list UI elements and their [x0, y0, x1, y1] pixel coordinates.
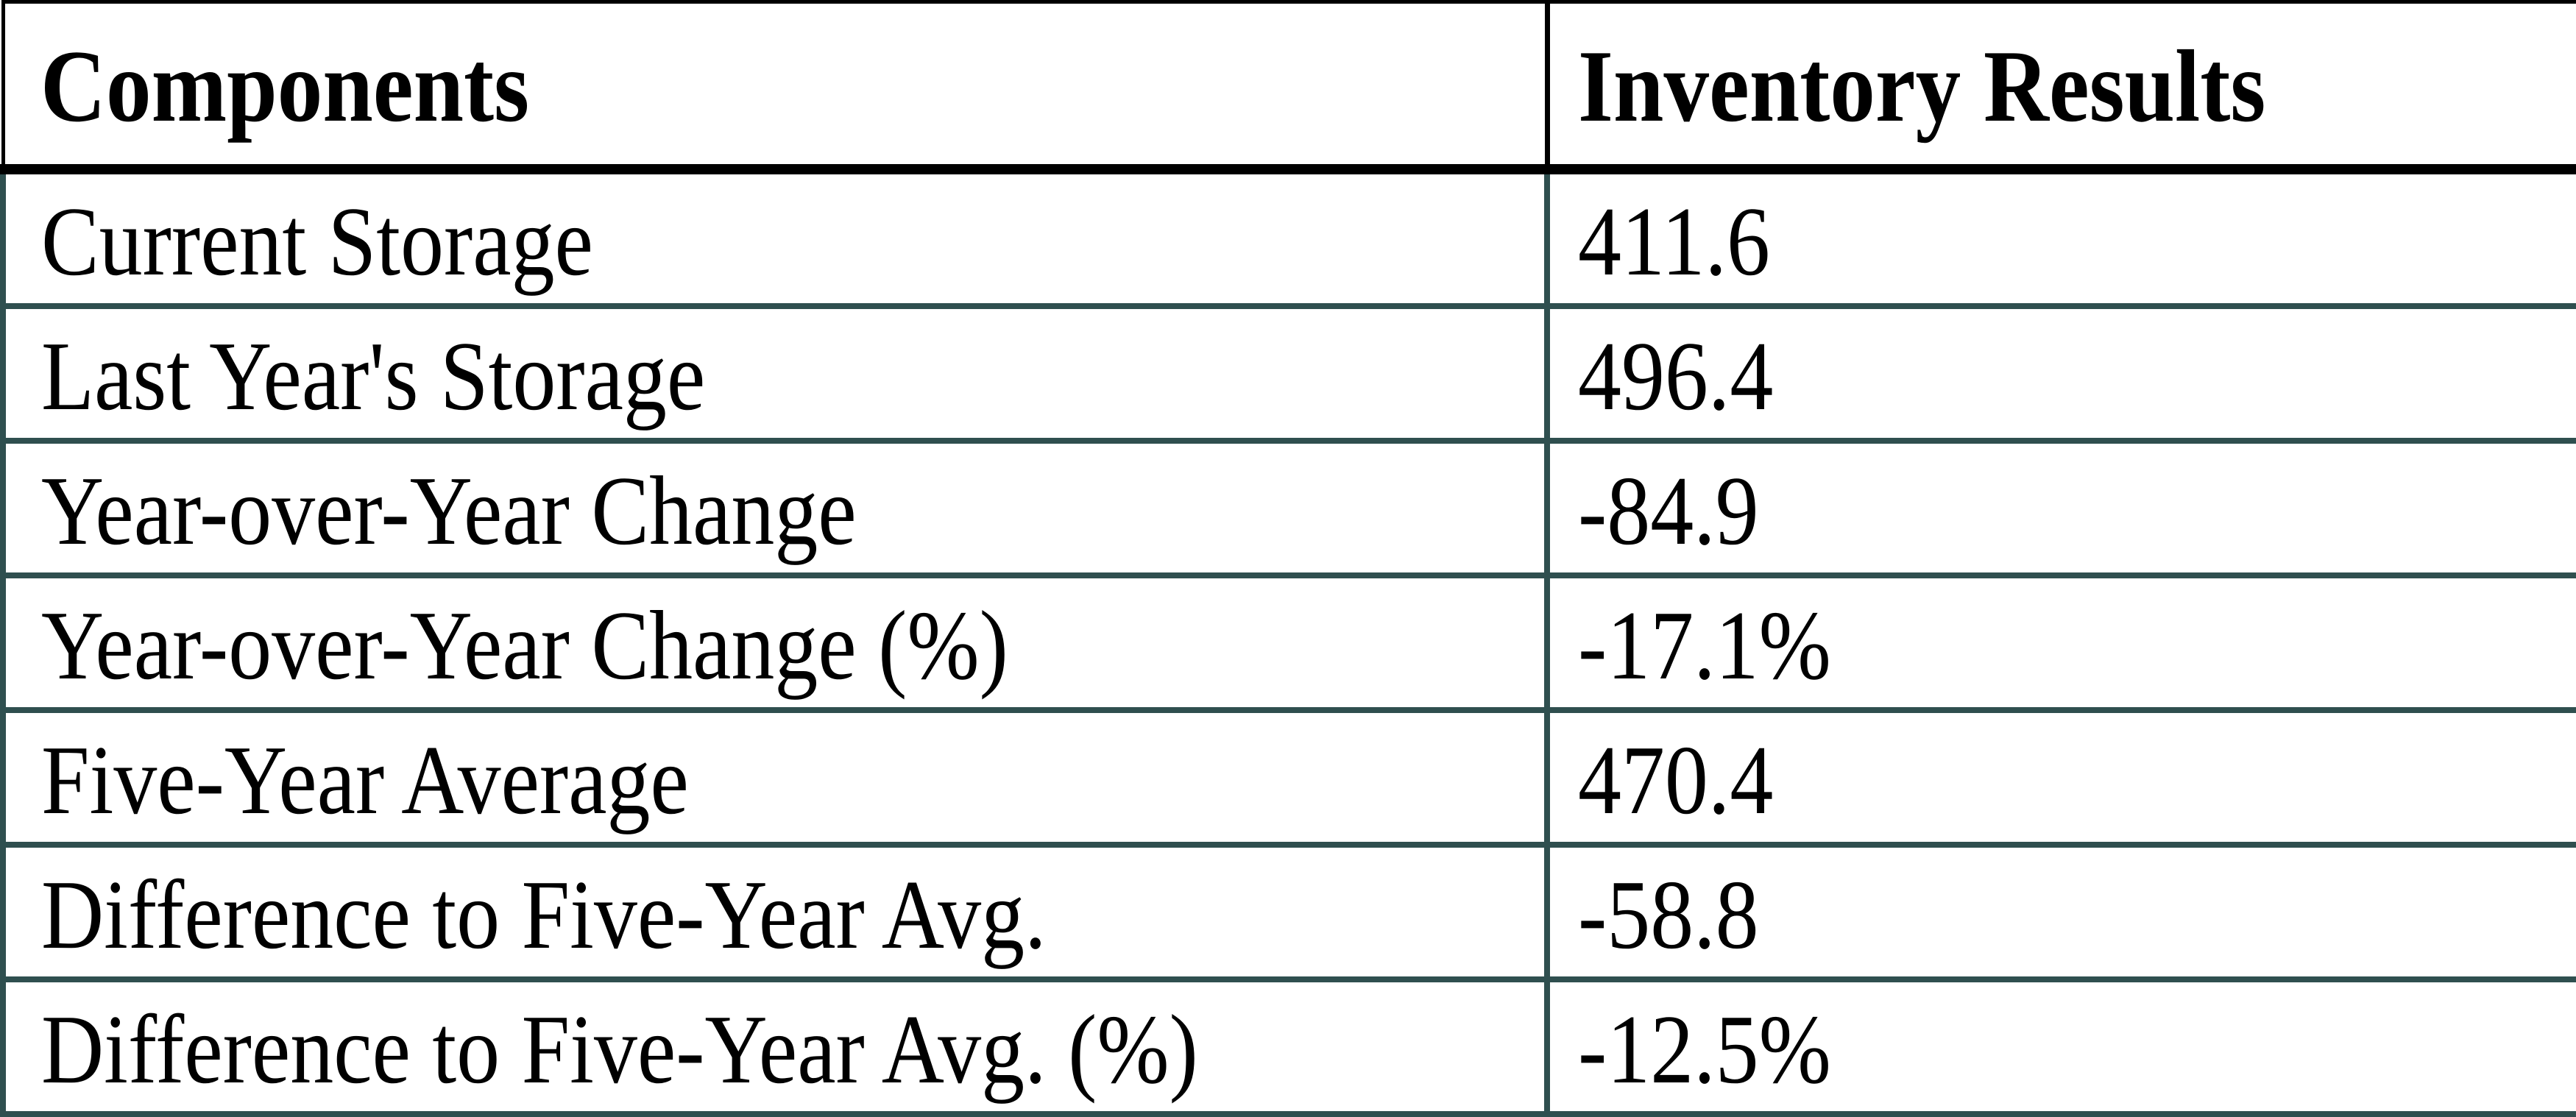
result-value-label: 411.6: [1578, 187, 1770, 297]
result-value-label: -17.1%: [1578, 591, 1831, 701]
column-header-inventory-results-label: Inventory Results: [1577, 29, 2265, 143]
component-name-cell: Five-Year Average: [0, 707, 1550, 848]
table-row-yoy-change-pct: Year-over-Year Change (%) -17.1%: [0, 572, 2576, 713]
result-value-cell: -17.1%: [1544, 572, 2576, 713]
column-header-components: Components: [1, 0, 1549, 174]
result-value-label: -12.5%: [1578, 995, 1831, 1104]
table-row-diff-five-year-avg-pct: Difference to Five-Year Avg. (%) -12.5%: [0, 976, 2576, 1117]
table-row-last-year-storage: Last Year's Storage 496.4: [0, 303, 2576, 444]
table-row-diff-five-year-avg: Difference to Five-Year Avg. -58.8: [0, 842, 2576, 982]
result-value-label: 496.4: [1578, 322, 1774, 431]
component-name-label: Year-over-Year Change (%): [41, 591, 1008, 701]
component-name-label: Last Year's Storage: [41, 322, 706, 431]
component-name-cell: Current Storage: [0, 166, 1550, 309]
table-row-current-storage: Current Storage 411.6: [0, 166, 2576, 309]
component-name-cell: Last Year's Storage: [0, 303, 1550, 444]
result-value-label: -84.9: [1578, 456, 1759, 566]
component-name-label: Difference to Five-Year Avg. (%): [41, 995, 1198, 1104]
result-value-cell: 496.4: [1544, 303, 2576, 444]
component-name-label: Current Storage: [41, 187, 593, 297]
result-value-cell: -58.8: [1544, 842, 2576, 982]
component-name-label: Five-Year Average: [41, 726, 689, 835]
result-value-cell: -84.9: [1544, 438, 2576, 578]
component-name-cell: Difference to Five-Year Avg.: [0, 842, 1550, 982]
column-header-components-label: Components: [40, 29, 529, 143]
component-name-cell: Difference to Five-Year Avg. (%): [0, 976, 1550, 1117]
column-header-inventory-results: Inventory Results: [1544, 0, 2576, 174]
table-row-yoy-change: Year-over-Year Change -84.9: [0, 438, 2576, 578]
header-row: Components Inventory Results: [1, 0, 2576, 174]
component-name-label: Year-over-Year Change: [41, 456, 857, 566]
result-value-label: -58.8: [1578, 860, 1759, 970]
result-value-label: 470.4: [1578, 726, 1774, 835]
component-name-cell: Year-over-Year Change (%): [0, 572, 1550, 713]
result-value-cell: -12.5%: [1544, 976, 2576, 1117]
result-value-cell: 470.4: [1544, 707, 2576, 848]
result-value-cell: 411.6: [1544, 166, 2576, 309]
component-name-label: Difference to Five-Year Avg.: [41, 860, 1047, 970]
component-name-cell: Year-over-Year Change: [0, 438, 1550, 578]
table-row-five-year-average: Five-Year Average 470.4: [0, 707, 2576, 848]
